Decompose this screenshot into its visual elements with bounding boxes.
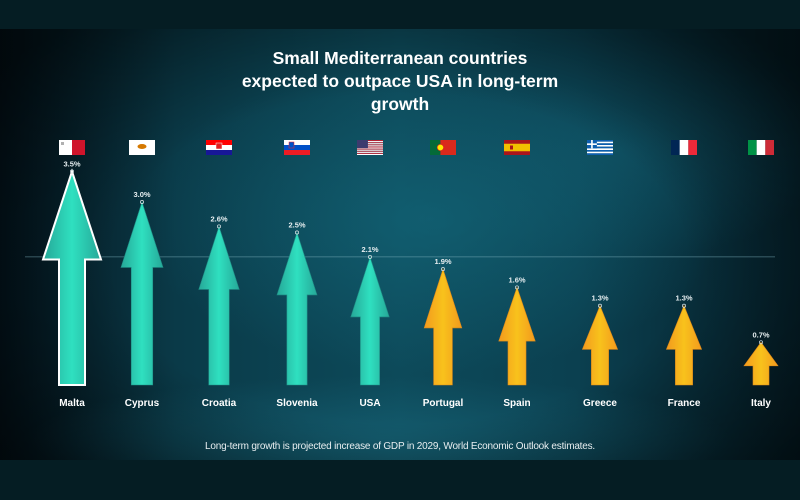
greece-flag-icon: [587, 140, 613, 155]
tip-marker-spain: [515, 285, 519, 290]
arrow-croatia: [198, 225, 240, 386]
arrow-italy: [743, 341, 779, 386]
portugal-flag-icon: [430, 140, 456, 155]
category-label-portugal: Portugal: [423, 398, 464, 409]
france-flag-icon: [671, 140, 697, 155]
value-label-malta: 3.5%: [63, 160, 80, 169]
arrow-spain: [498, 286, 536, 386]
category-label-slovenia: Slovenia: [276, 398, 318, 409]
chart-title-line-2: expected to outpace USA in long-term: [241, 71, 559, 91]
chart-footnote: Long-term growth is projected increase o…: [205, 441, 595, 452]
value-label-france: 1.3%: [675, 294, 692, 303]
category-label-usa: USA: [359, 398, 380, 409]
category-label-cyprus: Cyprus: [125, 398, 160, 409]
arrow-greece: [581, 304, 619, 386]
chart-title-line-1: Small Mediterranean countries: [272, 48, 528, 68]
chart-title: Small Mediterranean countries expected t…: [0, 47, 800, 116]
tip-marker-malta: [70, 169, 74, 174]
arrow-malta: [41, 168, 103, 386]
value-label-italy: 0.7%: [752, 330, 769, 339]
arrow-cyprus: [120, 201, 164, 386]
tip-marker-usa: [368, 254, 372, 259]
arrow-france: [665, 304, 703, 386]
value-label-usa: 2.1%: [361, 245, 378, 254]
usa-flag-icon: [357, 140, 383, 155]
tip-marker-portugal: [441, 267, 445, 272]
slovenia-flag-icon: [284, 140, 310, 155]
category-label-spain: Spain: [503, 398, 530, 409]
value-label-portugal: 1.9%: [434, 257, 451, 266]
tip-marker-greece: [598, 303, 602, 308]
category-label-malta: Malta: [59, 398, 85, 409]
tip-marker-italy: [759, 340, 763, 345]
category-label-italy: Italy: [751, 398, 771, 409]
value-label-greece: 1.3%: [591, 294, 608, 303]
value-label-slovenia: 2.5%: [288, 221, 305, 230]
category-label-greece: Greece: [583, 398, 617, 409]
value-label-croatia: 2.6%: [210, 214, 227, 223]
tip-marker-cyprus: [140, 200, 144, 204]
value-label-cyprus: 3.0%: [133, 190, 150, 199]
arrow-slovenia: [276, 231, 318, 386]
tip-marker-france: [682, 303, 686, 308]
italy-flag-icon: [748, 140, 774, 155]
spain-flag-icon: [504, 140, 530, 155]
cyprus-flag-icon: [129, 140, 155, 155]
tip-marker-croatia: [217, 224, 221, 229]
tip-marker-slovenia: [295, 230, 299, 235]
arrow-portugal: [423, 268, 463, 386]
category-label-croatia: Croatia: [202, 398, 237, 409]
arrow-usa: [350, 255, 390, 386]
value-label-spain: 1.6%: [508, 275, 525, 284]
malta-flag-icon: [59, 140, 85, 155]
chart-title-line-3: growth: [370, 94, 430, 114]
croatia-flag-icon: [206, 140, 232, 155]
category-label-france: France: [668, 398, 701, 409]
